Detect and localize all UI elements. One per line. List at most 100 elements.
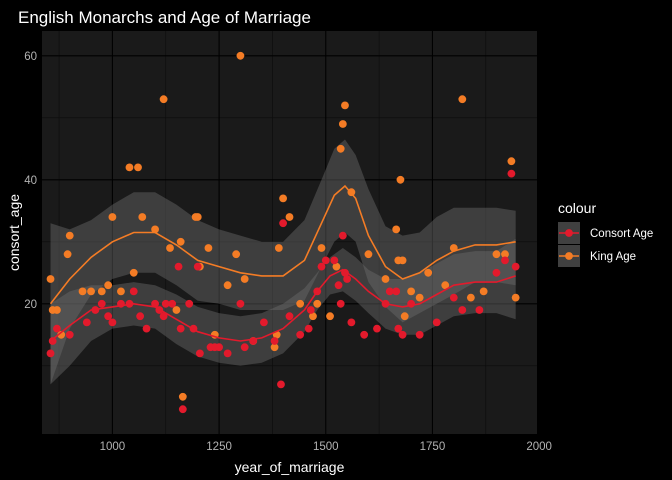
- data-point: [279, 194, 287, 203]
- data-point: [159, 95, 168, 104]
- data-point: [330, 256, 339, 265]
- data-point: [151, 299, 159, 308]
- data-point: [193, 213, 202, 221]
- data-point: [48, 337, 57, 345]
- data-point: [507, 169, 516, 178]
- data-point: [176, 237, 185, 246]
- data-point: [492, 250, 501, 259]
- plot-background: [42, 31, 537, 434]
- chart-title: English Monarchs and Age of Marriage: [18, 8, 311, 27]
- data-point: [159, 312, 168, 321]
- data-point: [270, 343, 279, 352]
- data-point: [193, 262, 202, 271]
- data-point: [65, 231, 74, 240]
- data-point: [178, 392, 187, 401]
- y-tick-label: 20: [24, 299, 37, 311]
- data-point: [142, 324, 151, 333]
- data-point: [466, 293, 475, 302]
- smooth-line: [50, 268, 516, 342]
- data-point: [326, 312, 334, 321]
- data-point: [129, 287, 138, 296]
- data-point: [223, 349, 232, 358]
- data-point: [424, 268, 433, 277]
- data-point: [341, 101, 349, 110]
- data-point: [270, 337, 279, 345]
- data-point: [396, 175, 405, 184]
- data-point: [104, 281, 113, 290]
- data-point: [332, 262, 341, 271]
- data-point: [317, 244, 326, 252]
- x-axis-title: year_of_marriage: [235, 459, 345, 475]
- data-point: [279, 219, 287, 228]
- data-point: [336, 299, 345, 308]
- data-point: [373, 324, 381, 333]
- confidence-ribbons: [50, 139, 516, 385]
- data-point: [309, 312, 317, 321]
- data-point: [240, 343, 249, 352]
- data-point: [507, 157, 516, 166]
- data-point: [97, 299, 106, 308]
- data-point: [63, 250, 72, 259]
- data-point: [407, 287, 416, 296]
- data-point: [236, 51, 245, 60]
- data-point: [277, 380, 285, 389]
- data-point: [475, 306, 484, 314]
- data-point: [385, 287, 394, 296]
- confidence-band: [50, 238, 516, 385]
- data-point: [343, 275, 352, 283]
- data-point: [138, 213, 147, 221]
- data-point: [108, 213, 117, 221]
- y-axis-title: consort_age: [6, 194, 22, 271]
- data-point: [511, 262, 520, 271]
- data-point: [341, 268, 349, 277]
- data-point: [259, 318, 268, 327]
- data-point: [338, 120, 347, 128]
- data-point: [65, 330, 74, 339]
- data-point: [136, 312, 145, 321]
- legend-label: King Age: [590, 251, 636, 263]
- data-point: [398, 256, 407, 265]
- data-point: [134, 163, 142, 172]
- data-point: [285, 213, 294, 221]
- data-point: [347, 318, 356, 327]
- data-point: [129, 268, 138, 277]
- data-point: [394, 324, 403, 333]
- data-point: [195, 349, 204, 358]
- data-point: [306, 306, 315, 314]
- grid: [42, 31, 537, 434]
- x-tick-label: 2000: [526, 441, 552, 453]
- data-point: [78, 287, 87, 296]
- tick-labels: 1000 1250 1500 1750 2000 20 40 60: [24, 51, 552, 453]
- data-point: [151, 225, 159, 234]
- data-point: [168, 299, 177, 308]
- data-point: [46, 349, 55, 358]
- data-point: [415, 330, 424, 339]
- data-point: [285, 312, 294, 321]
- legend: colour Consort Age King Age: [558, 200, 653, 267]
- data-point: [392, 287, 401, 296]
- legend-label: Consort Age: [590, 228, 653, 240]
- data-point: [166, 244, 174, 252]
- data-point: [321, 256, 330, 265]
- data-point: [104, 312, 113, 321]
- legend-key-point: [565, 252, 573, 260]
- legend-title: colour: [558, 200, 596, 216]
- data-point: [108, 318, 117, 327]
- data-point: [204, 244, 213, 252]
- data-point: [215, 343, 223, 352]
- data-point: [82, 318, 91, 327]
- data-point: [176, 324, 185, 333]
- x-tick-label: 1750: [420, 441, 446, 453]
- data-point: [432, 318, 441, 327]
- data-point: [415, 293, 424, 302]
- data-point: [336, 144, 345, 153]
- data-point: [400, 312, 409, 321]
- data-point: [364, 250, 373, 259]
- data-point: [338, 231, 347, 240]
- y-tick-label: 60: [24, 51, 37, 63]
- x-tick-label: 1250: [206, 441, 232, 453]
- data-point: [240, 275, 249, 283]
- data-point: [304, 324, 313, 333]
- data-point: [232, 250, 241, 259]
